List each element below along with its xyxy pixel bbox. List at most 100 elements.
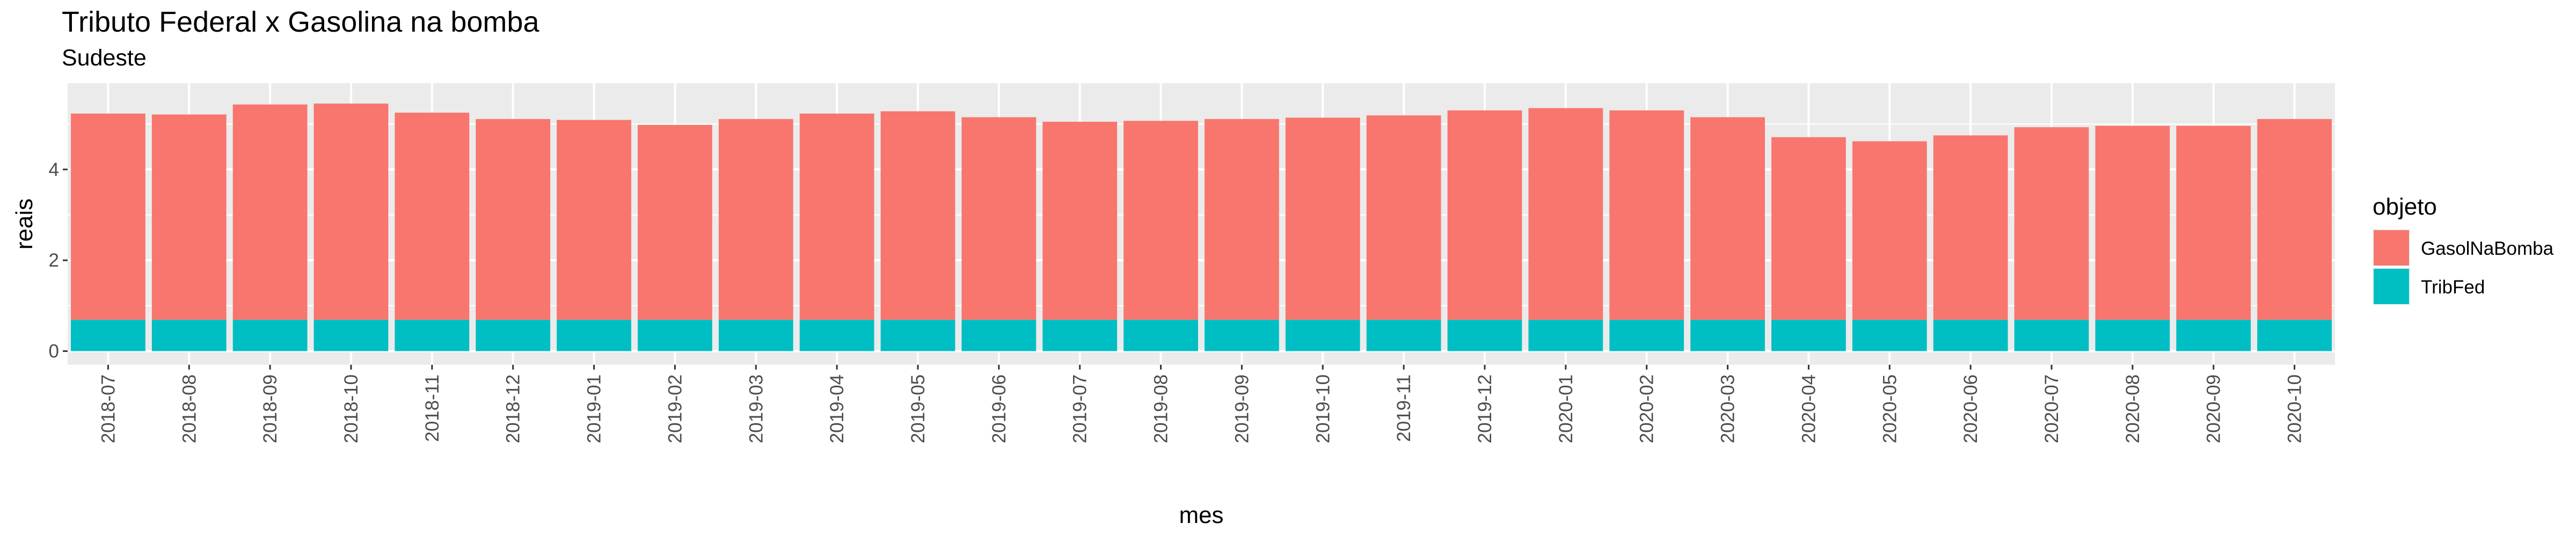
x-tick-label: 2018-08: [179, 374, 200, 443]
x-tick-label: 2020-03: [1718, 374, 1739, 443]
bar-tribfed-2020-08: [2095, 320, 2170, 351]
bar-tribfed-2018-08: [151, 320, 227, 351]
bar-gasolnabomba-2018-12: [476, 119, 551, 320]
bar-tribfed-2018-07: [71, 320, 145, 351]
legend-key-tribfed: [2374, 269, 2409, 304]
bar-gasolnabomba-2019-05: [880, 111, 955, 320]
x-tick-label: 2019-08: [1151, 374, 1172, 443]
bar-gasolnabomba-2020-10: [2257, 119, 2332, 320]
bar-tribfed-2018-12: [476, 320, 551, 351]
x-tick-label: 2020-04: [1798, 374, 1819, 443]
bar-gasolnabomba-2020-02: [1609, 110, 1684, 320]
chart-subtitle: Sudeste: [62, 45, 147, 71]
x-tick-label: 2020-05: [1879, 374, 1900, 443]
bar-gasolnabomba-2018-10: [313, 104, 389, 320]
bar-tribfed-2020-06: [1933, 320, 2008, 351]
x-tick-label: 2019-03: [746, 374, 767, 443]
bar-tribfed-2019-03: [718, 320, 793, 351]
bar-tribfed-2019-01: [557, 320, 631, 351]
x-tick-label: 2019-06: [989, 374, 1010, 443]
bar-gasolnabomba-2020-09: [2176, 126, 2251, 320]
x-tick-label: 2020-08: [2122, 374, 2143, 443]
bar-gasolnabomba-2020-08: [2095, 126, 2170, 320]
y-axis-title: reais: [11, 198, 38, 249]
x-tick-label: 2020-06: [1960, 374, 1981, 443]
x-tick-label: 2020-07: [2041, 374, 2062, 443]
bar-gasolnabomba-2019-07: [1042, 121, 1118, 320]
x-tick-label: 2020-10: [2285, 374, 2305, 443]
x-tick-label: 2019-09: [1231, 374, 1252, 443]
bar-gasolnabomba-2020-05: [1852, 141, 1927, 320]
y-tick-label: 0: [49, 341, 59, 362]
bar-gasolnabomba-2019-04: [799, 113, 874, 320]
bar-gasolnabomba-2019-01: [557, 120, 631, 320]
x-tick-label: 2019-01: [584, 374, 605, 443]
bar-tribfed-2020-04: [1771, 320, 1846, 351]
bar-gasolnabomba-2019-12: [1447, 110, 1522, 320]
bar-tribfed-2020-02: [1609, 320, 1684, 351]
x-tick-label: 2019-02: [665, 374, 685, 443]
x-tick-label: 2019-11: [1393, 374, 1414, 442]
bar-tribfed-2018-10: [313, 320, 389, 351]
bar-tribfed-2020-10: [2257, 320, 2332, 351]
y-tick-label: 2: [49, 250, 59, 271]
bar-tribfed-2019-12: [1447, 320, 1522, 351]
bars: [71, 104, 2332, 351]
bar-tribfed-2019-05: [880, 320, 955, 351]
bar-gasolnabomba-2019-06: [961, 117, 1037, 320]
bar-tribfed-2020-01: [1528, 320, 1603, 351]
bar-tribfed-2020-09: [2176, 320, 2251, 351]
bar-gasolnabomba-2020-04: [1771, 137, 1846, 320]
bar-tribfed-2019-11: [1366, 320, 1441, 351]
x-tick-label: 2018-07: [98, 374, 119, 443]
legend: objeto GasolNaBomba TribFed: [2373, 194, 2554, 305]
chart-title: Tributo Federal x Gasolina na bomba: [62, 6, 539, 38]
bar-gasolnabomba-2019-11: [1366, 115, 1441, 320]
x-tick-label: 2020-01: [1556, 374, 1577, 443]
bar-tribfed-2019-10: [1285, 320, 1360, 351]
x-axis-title: mes: [1179, 502, 1223, 528]
bar-tribfed-2019-08: [1123, 320, 1198, 351]
bar-tribfed-2020-05: [1852, 320, 1927, 351]
y-tick-label: 4: [49, 159, 59, 180]
x-tick-label: 2019-10: [1312, 374, 1333, 443]
bar-gasolnabomba-2020-01: [1528, 108, 1603, 320]
bar-tribfed-2019-09: [1205, 320, 1279, 351]
x-tick-label: 2018-12: [503, 374, 524, 443]
bar-tribfed-2018-11: [395, 320, 470, 351]
bar-gasolnabomba-2019-02: [638, 124, 712, 320]
bar-gasolnabomba-2019-03: [718, 119, 793, 320]
bar-gasolnabomba-2020-07: [2014, 127, 2089, 320]
bar-tribfed-2020-07: [2014, 320, 2089, 351]
bar-tribfed-2019-07: [1042, 320, 1118, 351]
bar-gasolnabomba-2018-07: [71, 113, 145, 320]
bar-gasolnabomba-2018-08: [151, 114, 227, 320]
bar-tribfed-2019-06: [961, 320, 1037, 351]
bar-gasolnabomba-2019-10: [1285, 117, 1360, 320]
bar-tribfed-2018-09: [232, 320, 308, 351]
legend-title: objeto: [2373, 194, 2437, 220]
x-tick-label: 2018-11: [422, 374, 443, 442]
bar-gasolnabomba-2020-06: [1933, 135, 2008, 320]
legend-label-tribfed: TribFed: [2421, 277, 2485, 298]
bar-gasolnabomba-2019-09: [1205, 119, 1279, 320]
legend-key-gasolnabomba: [2374, 230, 2409, 266]
x-tick-label: 2018-09: [260, 374, 281, 443]
bar-tribfed-2019-02: [638, 320, 712, 351]
y-axis: 0 2 4: [49, 159, 68, 362]
legend-label-gasolnabomba: GasolNaBomba: [2421, 238, 2554, 259]
bar-tribfed-2019-04: [799, 320, 874, 351]
x-tick-label: 2019-07: [1070, 374, 1091, 443]
bar-gasolnabomba-2018-11: [395, 113, 470, 320]
x-tick-label: 2020-09: [2203, 374, 2224, 443]
x-tick-label: 2019-05: [908, 374, 929, 443]
x-axis: 2018-07 2018-08 2018-09 2018-10 2018-11 2018-…: [98, 365, 2305, 443]
bar-gasolnabomba-2019-08: [1123, 121, 1198, 320]
bar-gasolnabomba-2018-09: [232, 104, 308, 320]
x-tick-label: 2018-10: [341, 374, 362, 443]
x-tick-label: 2019-04: [827, 374, 848, 443]
bar-tribfed-2020-03: [1690, 320, 1765, 351]
bar-gasolnabomba-2020-03: [1690, 117, 1765, 320]
x-tick-label: 2019-12: [1475, 374, 1495, 443]
